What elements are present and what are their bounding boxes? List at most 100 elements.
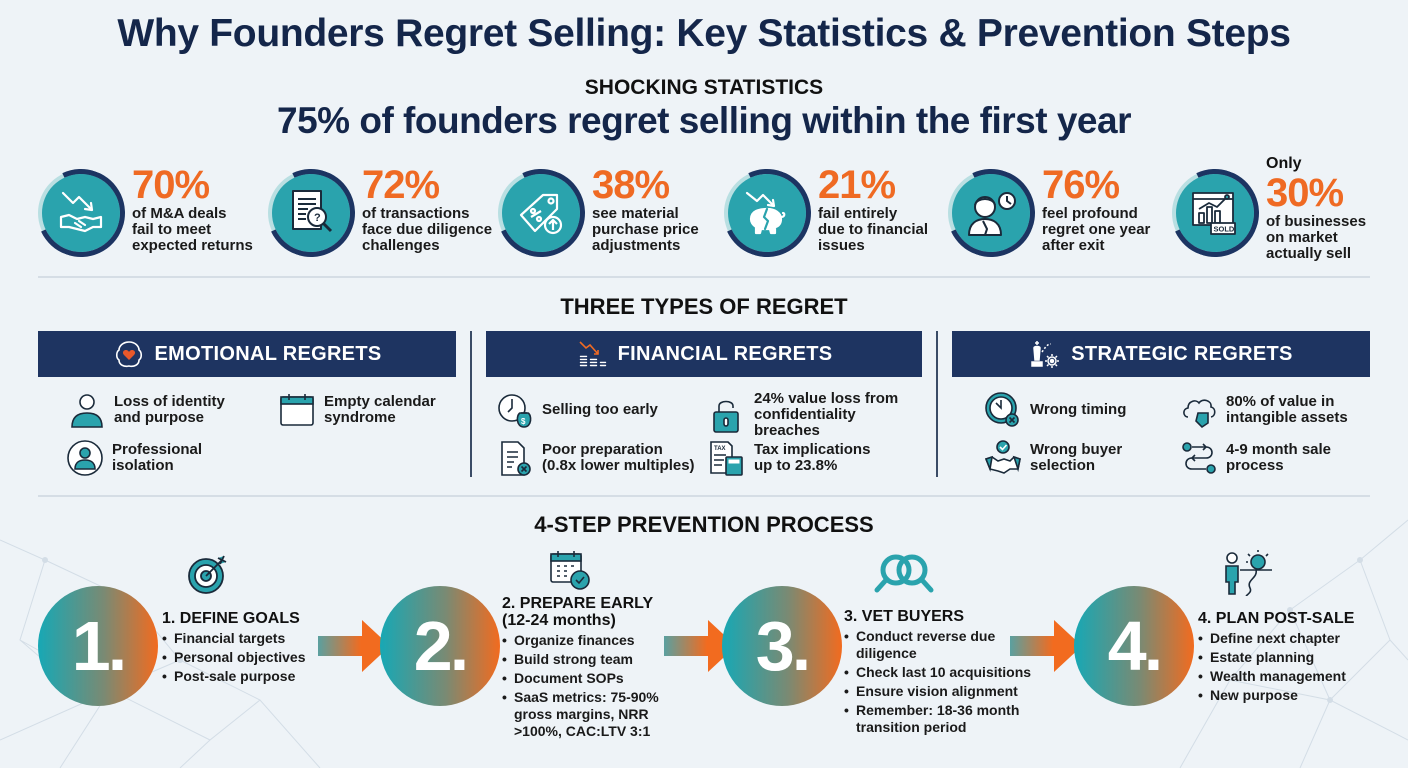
step-bullet: Document SOPs bbox=[502, 670, 712, 687]
process-flow-icon bbox=[1182, 442, 1216, 474]
stat-card: 21% fail entirely due to financial issue… bbox=[724, 164, 928, 264]
regret-column-title: STRATEGIC REGRETS bbox=[1071, 342, 1293, 365]
regret-column-header: STRATEGIC REGRETS bbox=[952, 331, 1370, 377]
regret-column-header: EMOTIONAL REGRETS bbox=[38, 331, 456, 377]
arrow-right-icon bbox=[664, 620, 736, 672]
stat-desc-line: face due diligence bbox=[362, 221, 493, 238]
svg-text:?: ? bbox=[314, 212, 321, 224]
stat-desc-line: actually sell bbox=[1266, 245, 1352, 262]
stat-desc-line: on market bbox=[1266, 229, 1338, 246]
regret-item: Loss of identity and purpose bbox=[68, 391, 225, 429]
brain-heart-icon bbox=[115, 341, 142, 368]
regret-item-line: 24% value loss from bbox=[754, 390, 899, 407]
stat-card: 76% feel profound regret one year after … bbox=[948, 164, 1150, 264]
stat-value: 76% bbox=[1042, 163, 1120, 207]
regret-item-line: 80% of value in bbox=[1226, 393, 1335, 410]
step-bullet: New purpose bbox=[1198, 687, 1398, 704]
calendar-icon bbox=[280, 394, 314, 426]
chess-gear-icon bbox=[1031, 341, 1060, 368]
regret-section-title: THREE TYPES OF REGRET bbox=[560, 294, 848, 319]
step-bullet: Build strong team bbox=[502, 651, 712, 668]
regretful-person-icon bbox=[948, 170, 1034, 256]
stat-desc-line: due to financial bbox=[818, 221, 929, 238]
divider bbox=[38, 495, 1370, 497]
regret-item: 4-9 month sale process bbox=[1180, 439, 1331, 477]
stat-card: ? 72% of transactions face due diligence… bbox=[268, 164, 492, 264]
stat-prefix: Only bbox=[1266, 155, 1302, 172]
step-number-circle: 1. bbox=[38, 586, 158, 706]
page-title: Why Founders Regret Selling: Key Statist… bbox=[117, 12, 1291, 55]
stat-desc-line: adjustments bbox=[592, 237, 681, 254]
step-title-sub: (12-24 months) bbox=[502, 612, 616, 629]
stat-desc-line: after exit bbox=[1042, 237, 1105, 254]
regret-item-line: Poor preparation bbox=[542, 441, 663, 458]
price-tag-icon bbox=[498, 170, 584, 256]
step-content: 3. VET BUYERS Conduct reverse due dilige… bbox=[844, 608, 1044, 738]
handshake-decline-icon bbox=[38, 170, 124, 256]
regret-item-line: syndrome bbox=[324, 409, 396, 426]
step-bullet: Conduct reverse due diligence bbox=[844, 628, 1014, 662]
arrow-right-icon bbox=[1010, 620, 1082, 672]
coins-decline-icon bbox=[577, 341, 608, 368]
step-title: 3. VET BUYERS bbox=[844, 608, 965, 625]
regret-column-title: EMOTIONAL REGRETS bbox=[154, 342, 382, 365]
regret-item: TAX Tax implications up to 23.8% bbox=[708, 439, 870, 477]
regret-column-emotional: EMOTIONAL REGRETS Loss of identity and pu… bbox=[38, 331, 456, 481]
regret-item: 80% of value in intangible assets bbox=[1180, 391, 1348, 429]
step-number-circle: 4. bbox=[1074, 586, 1194, 706]
svg-text:SOLD: SOLD bbox=[1214, 225, 1235, 234]
stat-value: 70% bbox=[132, 163, 210, 207]
isolated-person-icon bbox=[67, 440, 103, 476]
regret-item-line: 4-9 month sale bbox=[1226, 441, 1332, 458]
unlocked-padlock-icon bbox=[713, 400, 739, 433]
clock-x-icon bbox=[985, 392, 1019, 427]
target-icon bbox=[188, 555, 227, 594]
stat-desc-line: of M&A deals bbox=[132, 205, 227, 222]
document-magnifier-icon: ? bbox=[268, 170, 354, 256]
person-icon bbox=[71, 394, 103, 428]
regret-item-line: Tax implications bbox=[754, 441, 871, 458]
step-number-circle: 2. bbox=[380, 586, 500, 706]
step-title: 4. PLAN POST-SALE bbox=[1198, 610, 1355, 627]
regret-item: Empty calendar syndrome bbox=[278, 391, 436, 429]
stat-desc-line: of transactions bbox=[362, 205, 470, 222]
cloud-tag-icon bbox=[1183, 399, 1216, 429]
stat-desc-line: fail entirely bbox=[818, 205, 898, 222]
step-bullet: Wealth management bbox=[1198, 668, 1398, 685]
regret-item-line: selection bbox=[1030, 457, 1096, 474]
regret-item: Wrong buyer selection bbox=[984, 439, 1122, 477]
stat-desc-line: see material bbox=[592, 205, 679, 222]
regret-item-line: Wrong timing bbox=[1030, 401, 1127, 418]
sold-chart-icon: SOLD bbox=[1172, 170, 1258, 256]
stat-value: 38% bbox=[592, 163, 670, 207]
stat-desc-line: challenges bbox=[362, 237, 440, 254]
arrow-right-icon bbox=[318, 620, 390, 672]
regret-item: 24% value loss from confidentiality breac… bbox=[708, 391, 922, 439]
stats-headline: 75% of founders regret selling within th… bbox=[277, 100, 1131, 141]
step-number-circle: 3. bbox=[722, 586, 842, 706]
step-bullet: Estate planning bbox=[1198, 649, 1398, 666]
regret-item: Professional isolation bbox=[66, 439, 202, 477]
regret-item-line: and purpose bbox=[114, 409, 205, 426]
stat-card: 38% see material purchase price adjustme… bbox=[498, 164, 699, 264]
svg-text:TAX: TAX bbox=[714, 446, 726, 452]
tax-calculator-icon: TAX bbox=[710, 441, 743, 476]
stats-kicker: SHOCKING STATISTICS bbox=[584, 76, 824, 99]
broken-piggy-bank-icon bbox=[724, 170, 810, 256]
regret-item-line: intangible assets bbox=[1226, 409, 1348, 426]
regret-item-line: up to 23.8% bbox=[754, 457, 838, 474]
stat-value: 72% bbox=[362, 163, 440, 207]
process-section-title: 4-STEP PREVENTION PROCESS bbox=[534, 512, 874, 537]
regret-item-line: confidentiality breaches bbox=[754, 406, 856, 439]
svg-text:$: $ bbox=[521, 417, 526, 426]
linked-magnifiers-icon bbox=[874, 554, 934, 593]
stat-desc-line: regret one year bbox=[1042, 221, 1151, 238]
step-bullet: Organize finances bbox=[502, 632, 712, 649]
regret-item-line: Loss of identity bbox=[114, 393, 225, 410]
stat-value: 21% bbox=[818, 163, 896, 207]
column-divider bbox=[936, 331, 938, 477]
regret-item-line: Empty calendar bbox=[324, 393, 436, 410]
regret-column-financial: FINANCIAL REGRETS $ Selling too early 24… bbox=[486, 331, 922, 481]
regret-item: Wrong timing bbox=[984, 391, 1126, 429]
stat-value: 30% bbox=[1266, 171, 1344, 215]
